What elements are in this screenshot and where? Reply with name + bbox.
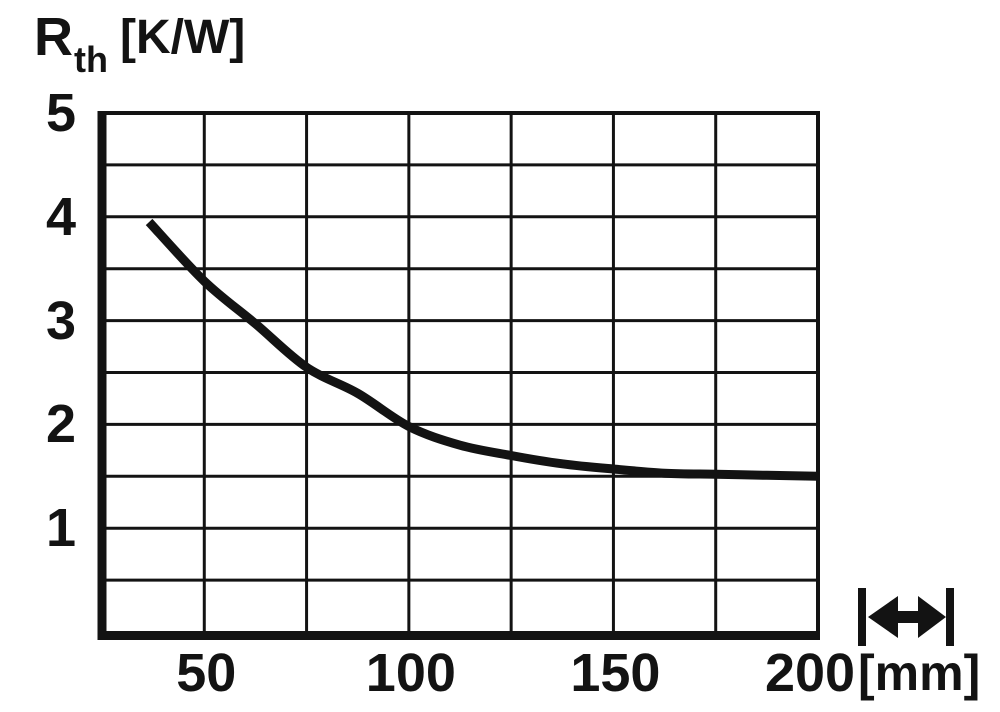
rth-curve xyxy=(145,218,819,481)
length-arrow-icon xyxy=(868,596,946,638)
x-tick-label: 150 xyxy=(570,643,661,703)
x-tick-label: 50 xyxy=(176,643,237,703)
x-tick-label: 100 xyxy=(365,643,456,703)
y-tick-label: 2 xyxy=(45,394,76,455)
y-tick-label: 5 xyxy=(45,83,76,143)
length-arrow-right-bar xyxy=(946,588,954,646)
length-arrow-left-bar xyxy=(858,588,866,646)
y-tick-label: 3 xyxy=(45,290,76,351)
y-axis-title-symbol: R xyxy=(34,7,73,67)
y-tick-label: 1 xyxy=(45,498,76,559)
x-tick-label: 200 xyxy=(764,643,856,703)
x-axis-unit: [mm] xyxy=(858,645,981,701)
y-axis-title-unit: [K/W] xyxy=(119,11,246,64)
y-axis-title-subscript: th xyxy=(74,39,108,80)
y-axis-title: Rth [K/W] xyxy=(34,7,246,78)
y-tick-label: 4 xyxy=(45,186,76,247)
